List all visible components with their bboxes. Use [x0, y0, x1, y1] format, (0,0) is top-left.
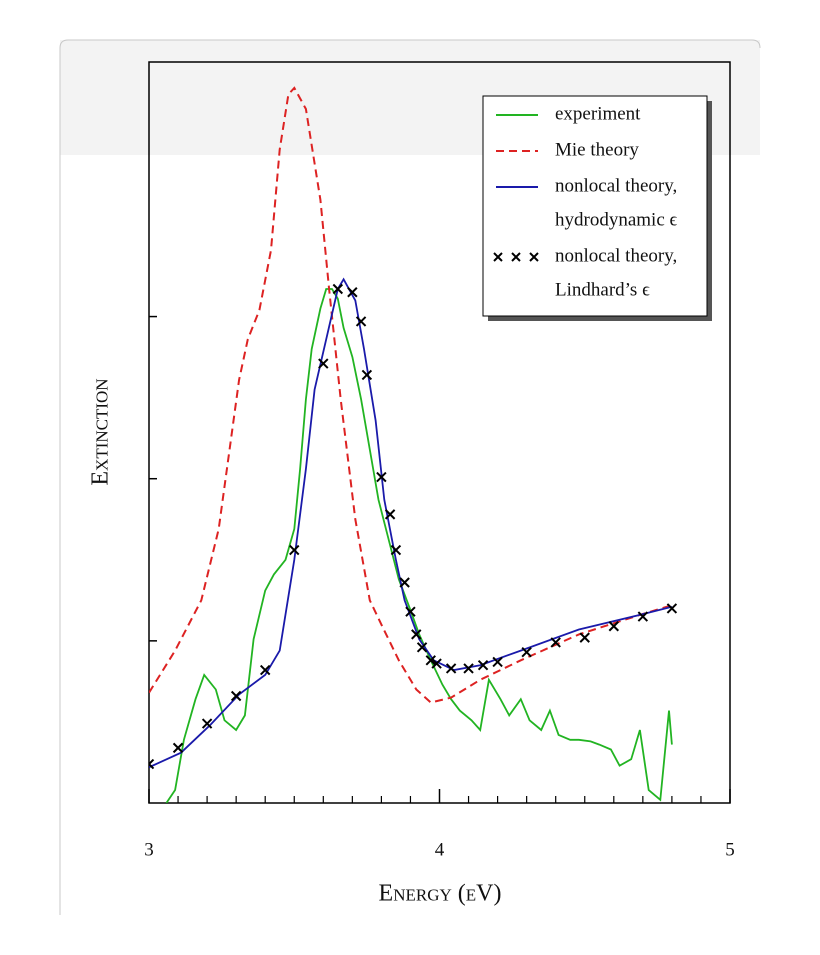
cross-marker: [259, 664, 271, 676]
legend-marker: [493, 252, 503, 262]
legend-label: nonlocal theory,: [555, 175, 677, 196]
cross-marker: [579, 632, 590, 643]
cross-marker: [431, 658, 442, 669]
cross-marker: [149, 758, 155, 770]
cross-marker: [425, 655, 436, 666]
cross-marker: [347, 287, 358, 298]
legend-label: hydrodynamic ϵ: [555, 209, 678, 230]
cross-marker: [405, 606, 416, 617]
cross-marker: [463, 663, 474, 674]
cross-marker: [477, 659, 489, 671]
cross-marker: [384, 509, 396, 520]
cross-marker: [411, 629, 422, 640]
x-tick-label: 4: [435, 839, 445, 860]
card-border: [59, 39, 761, 915]
cross-marker: [416, 642, 428, 653]
legend-label: Mie theory: [555, 139, 639, 160]
cross-marker: [201, 718, 213, 729]
legend-label: Lindhard’s ϵ: [555, 279, 650, 300]
cross-marker: [492, 656, 503, 668]
cross-marker: [289, 544, 300, 556]
series-line: [149, 86, 673, 704]
cross-marker: [332, 283, 344, 295]
cross-marker: [445, 663, 457, 674]
legend-label: experiment: [555, 103, 641, 124]
cross-marker: [390, 544, 402, 556]
legend-box: [482, 95, 708, 317]
cross-marker: [550, 637, 561, 648]
cross-marker: [172, 742, 184, 754]
x-axis-label: Energy (eV): [379, 881, 502, 907]
x-tick-label: 3: [144, 839, 154, 860]
cross-marker: [399, 577, 410, 588]
cross-marker: [230, 690, 242, 702]
legend-marker: [511, 252, 521, 262]
cross-marker: [666, 603, 678, 614]
y-axis-label: Extinction: [88, 378, 114, 485]
series-line: [149, 277, 673, 769]
series-line: [165, 288, 673, 803]
legend-label: nonlocal theory,: [555, 245, 677, 266]
cross-marker: [318, 358, 329, 369]
cross-marker: [355, 316, 367, 327]
legend-marker: [529, 252, 539, 262]
cross-marker: [521, 646, 532, 658]
cross-marker: [608, 621, 620, 632]
cross-marker: [376, 471, 387, 483]
x-tick-label: 5: [725, 839, 735, 860]
data-layer: [149, 86, 678, 803]
cross-marker: [637, 611, 649, 622]
cross-marker: [361, 369, 373, 381]
